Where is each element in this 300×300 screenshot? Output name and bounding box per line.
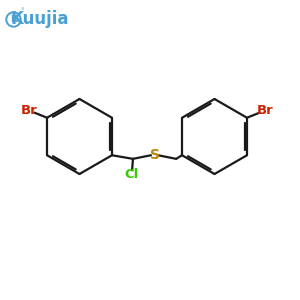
Text: Br: Br — [256, 104, 273, 117]
Text: Cl: Cl — [124, 168, 139, 181]
Text: Kuujia: Kuujia — [10, 11, 69, 28]
Text: K: K — [10, 15, 17, 24]
Text: °: ° — [21, 9, 24, 15]
Text: S: S — [150, 148, 160, 162]
Text: Br: Br — [21, 104, 38, 117]
